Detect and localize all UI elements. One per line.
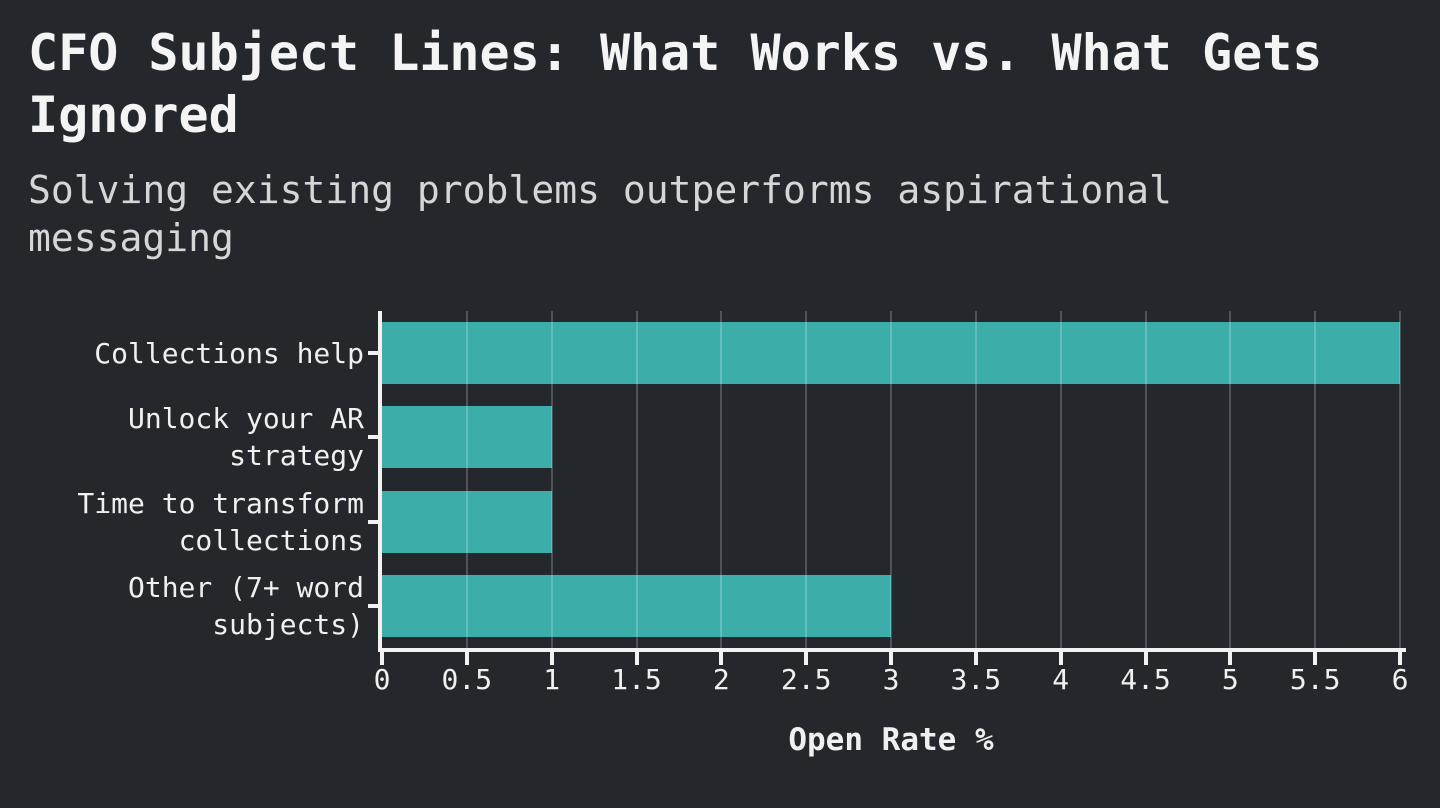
chart-subtitle: Solving existing problems outperforms as… [28, 168, 1172, 260]
bar-2 [382, 406, 552, 469]
y-label-2: Unlock your AR strategy [127, 402, 364, 473]
y-tick-3 [368, 519, 382, 524]
gridline-x-2.5 [805, 311, 808, 648]
x-tick-4 [1058, 652, 1063, 665]
gridline-x-6 [1399, 311, 1401, 648]
bar-3 [382, 490, 552, 553]
y-tick-1 [368, 351, 382, 356]
x-tick-3 [889, 652, 893, 665]
x-tick-label-2: 2 [712, 663, 730, 696]
x-tick-label-3.5: 3.5 [950, 663, 1002, 696]
gridline-x-5.5 [1314, 311, 1317, 648]
x-tick-2 [719, 652, 724, 665]
gridline-x-0.5 [465, 311, 468, 648]
gridline-x-3.5 [974, 311, 977, 648]
gridline-x-2 [720, 311, 723, 648]
x-tick-4.5 [1143, 652, 1148, 665]
y-label-1: Collections help [94, 336, 364, 370]
y-tick-2 [368, 435, 382, 440]
gridline-x-3 [890, 311, 892, 648]
gridline-x-1 [550, 311, 553, 648]
y-label-3: Time to transform collections [77, 486, 364, 557]
x-axis-spine [378, 648, 1406, 652]
x-tick-label-1.5: 1.5 [611, 663, 662, 696]
x-tick-label-5: 5 [1221, 663, 1239, 696]
gridline-x-4.5 [1144, 311, 1147, 648]
gridline-x-4 [1059, 311, 1062, 648]
x-tick-0 [380, 652, 384, 665]
x-tick-6 [1398, 652, 1402, 665]
plot-area [382, 311, 1401, 648]
x-tick-label-0: 0 [373, 663, 391, 696]
y-tick-4 [368, 603, 382, 608]
x-tick-5 [1228, 652, 1233, 665]
x-tick-label-4.5: 4.5 [1120, 663, 1171, 696]
x-tick-3.5 [973, 652, 978, 665]
x-tick-label-5.5: 5.5 [1289, 663, 1341, 696]
x-tick-1 [549, 652, 554, 665]
chart-title: CFO Subject Lines: What Works vs. What G… [28, 24, 1323, 144]
x-tick-label-4: 4 [1052, 663, 1070, 696]
x-tick-label-2.5: 2.5 [780, 663, 832, 696]
x-tick-0.5 [464, 652, 469, 665]
gridline-x-1.5 [635, 311, 638, 648]
x-tick-1.5 [634, 652, 639, 665]
y-label-4: Other (7+ word subjects) [127, 570, 364, 641]
x-tick-label-6: 6 [1391, 663, 1409, 696]
x-tick-2.5 [804, 652, 809, 665]
bar-4 [382, 574, 891, 637]
y-axis-spine [378, 311, 382, 652]
bar-1 [382, 322, 1400, 385]
x-tick-label-1: 1 [543, 663, 561, 696]
x-tick-5.5 [1313, 652, 1318, 665]
x-axis-label: Open Rate % [788, 722, 994, 758]
x-tick-label-3: 3 [882, 663, 900, 696]
x-tick-label-0.5: 0.5 [441, 663, 493, 696]
gridline-x-5 [1229, 311, 1232, 648]
